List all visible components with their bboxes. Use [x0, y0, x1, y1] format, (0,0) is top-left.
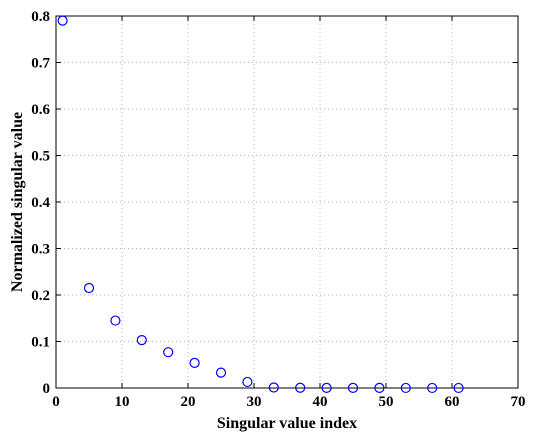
y-tick-label: 0.6 [31, 102, 50, 118]
data-point [242, 376, 253, 388]
data-point [110, 315, 121, 326]
x-tick-labels: 0 10 20 30 40 50 60 70 [52, 394, 525, 410]
data-point [83, 282, 95, 294]
y-tick-label: 0.2 [31, 288, 50, 304]
grid-lines [56, 16, 518, 388]
y-tick-labels: 0 0.1 0.2 0.3 0.4 0.5 0.6 0.7 0.8 [31, 9, 50, 397]
data-point [163, 347, 174, 358]
x-tick-label: 50 [379, 394, 394, 410]
y-tick-label: 0.4 [31, 195, 50, 211]
x-tick-label: 40 [313, 394, 328, 410]
data-points [57, 15, 464, 394]
data-point [321, 382, 332, 393]
y-tick-label: 0.8 [31, 9, 50, 25]
axis-ticks [55, 15, 519, 389]
x-axis-label: Singular value index [217, 415, 357, 432]
data-point [136, 335, 147, 346]
data-point [427, 382, 438, 394]
y-tick-label: 0.3 [31, 242, 50, 258]
x-tick-label: 30 [247, 394, 262, 410]
x-tick-label: 20 [181, 394, 196, 410]
y-axis-label: Normalized singular value [9, 112, 26, 292]
data-point [57, 15, 68, 26]
data-point [400, 382, 411, 394]
y-tick-label: 0.7 [31, 56, 50, 72]
x-tick-label: 10 [115, 394, 130, 410]
x-tick-label: 0 [52, 394, 60, 410]
y-tick-label: 0.5 [31, 149, 50, 165]
data-point [453, 382, 464, 394]
x-tick-label: 60 [445, 394, 460, 410]
data-point [374, 382, 385, 394]
y-tick-label: 0 [43, 381, 51, 397]
x-tick-label: 70 [511, 394, 526, 410]
y-tick-label: 0.1 [31, 335, 50, 351]
data-point [347, 382, 359, 394]
data-point [189, 357, 200, 368]
data-point [295, 382, 306, 393]
data-point [215, 367, 227, 378]
data-point [268, 382, 279, 393]
